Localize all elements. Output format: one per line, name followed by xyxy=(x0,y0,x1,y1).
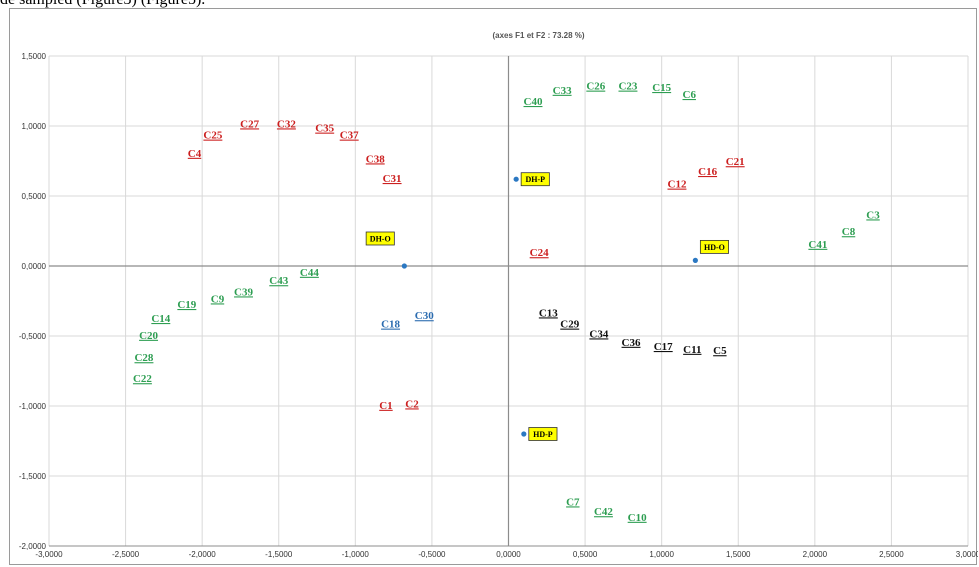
point-label-c44: C44 xyxy=(300,267,319,279)
point-label-c28: C28 xyxy=(134,352,153,364)
y-tick-label: -2,0000 xyxy=(19,542,47,551)
point-label-c20: C20 xyxy=(139,330,158,342)
point-label-c25: C25 xyxy=(203,130,222,142)
y-tick-label: -0,5000 xyxy=(19,332,47,341)
supp-point-hd-p xyxy=(521,431,527,437)
document-caption: de sampled (Figure3) (Figure5). xyxy=(0,0,979,9)
x-tick-label: 0,5000 xyxy=(573,550,598,559)
point-label-c26: C26 xyxy=(586,81,605,93)
supp-label-dh-p: DH-P xyxy=(525,175,545,184)
x-tick-label: 1,5000 xyxy=(726,550,751,559)
point-label-c16: C16 xyxy=(698,166,717,178)
point-label-c13: C13 xyxy=(539,307,558,319)
point-label-c9: C9 xyxy=(211,293,225,305)
point-label-c24: C24 xyxy=(530,247,549,259)
point-label-c30: C30 xyxy=(415,310,434,322)
point-label-c5: C5 xyxy=(713,345,727,357)
supp-label-box xyxy=(699,239,729,254)
y-tick-label: 1,0000 xyxy=(22,122,47,131)
supp-point-dh-o xyxy=(401,263,407,269)
supp-label-box xyxy=(520,172,550,187)
supplementary-points: DH-P DH-O HD-O HD-P xyxy=(365,172,729,441)
point-label-c27: C27 xyxy=(240,118,259,130)
x-tick-label: -3,0000 xyxy=(35,550,63,559)
supp-label-hd-o: HD-O xyxy=(704,243,725,252)
point-label-c12: C12 xyxy=(668,179,687,191)
point-label-c32: C32 xyxy=(277,118,296,130)
point-label-c23: C23 xyxy=(618,81,637,93)
supp-point-dh-p xyxy=(513,176,519,182)
point-label-c31: C31 xyxy=(383,173,402,185)
x-tick-label: 2,5000 xyxy=(879,550,904,559)
chart-frame: -3,0000 -2,5000 -2,0000 -1,5000 -1,0000 -0,50… xyxy=(9,8,978,565)
supp-label-box xyxy=(365,231,395,246)
point-label-c29: C29 xyxy=(560,319,579,331)
x-tick-label: 0,0000 xyxy=(496,550,521,559)
supp-label-hd-p: HD-P xyxy=(533,430,553,439)
x-tick-label: -1,5000 xyxy=(265,550,293,559)
axes xyxy=(49,56,968,547)
point-label-c36: C36 xyxy=(622,337,641,349)
y-tick-label: 1,5000 xyxy=(22,52,47,61)
point-label-c17: C17 xyxy=(654,341,673,353)
point-label-c11: C11 xyxy=(683,344,701,356)
x-tick-label: 3,0000 xyxy=(956,550,978,559)
point-label-c6: C6 xyxy=(683,89,697,101)
point-label-c43: C43 xyxy=(269,275,288,287)
y-tick-label: -1,0000 xyxy=(19,402,47,411)
y-tick-label: -1,5000 xyxy=(19,472,47,481)
point-label-c42: C42 xyxy=(594,506,613,518)
tick-labels: -3,0000 -2,5000 -2,0000 -1,5000 -1,0000 -0,50… xyxy=(19,52,978,559)
point-label-c15: C15 xyxy=(652,82,671,94)
point-label-c41: C41 xyxy=(808,239,827,251)
scatter-chart: -3,0000 -2,5000 -2,0000 -1,5000 -1,0000 -0,50… xyxy=(19,31,978,559)
point-label-c22: C22 xyxy=(133,373,152,385)
point-label-c21: C21 xyxy=(726,156,745,168)
chart-title: (axes F1 et F2 : 73.28 %) xyxy=(492,31,584,40)
point-label-c18: C18 xyxy=(381,319,400,331)
observation-labels: C40 C33 C26 C23 C15 C6 C3 C8 C41 C44 C43 C39 C9 C19 C1… xyxy=(133,81,880,524)
x-tick-label: -0,5000 xyxy=(418,550,446,559)
point-label-c38: C38 xyxy=(366,153,385,165)
x-tick-label: -1,0000 xyxy=(342,550,370,559)
x-tick-label: 1,0000 xyxy=(649,550,674,559)
point-label-c8: C8 xyxy=(842,226,856,238)
x-tick-label: -2,0000 xyxy=(189,550,217,559)
point-label-c1: C1 xyxy=(379,400,392,412)
point-label-c3: C3 xyxy=(866,209,880,221)
supp-label-dh-o: DH-O xyxy=(370,235,391,244)
point-label-c33: C33 xyxy=(553,85,572,97)
point-label-c39: C39 xyxy=(234,286,253,298)
y-tick-label: 0,5000 xyxy=(22,192,47,201)
x-tick-label: 2,0000 xyxy=(803,550,828,559)
point-label-c19: C19 xyxy=(177,299,196,311)
point-label-c4: C4 xyxy=(188,148,202,160)
point-label-c2: C2 xyxy=(405,398,419,410)
point-label-c10: C10 xyxy=(628,512,647,524)
y-tick-label: 0,0000 xyxy=(22,262,47,271)
point-label-c40: C40 xyxy=(524,96,543,108)
x-tick-label: -2,5000 xyxy=(112,550,140,559)
point-label-c37: C37 xyxy=(340,130,359,142)
supp-point-hd-o xyxy=(692,257,698,263)
point-label-c14: C14 xyxy=(151,313,170,325)
supp-label-box xyxy=(528,427,558,441)
point-label-c34: C34 xyxy=(589,328,608,340)
point-label-c35: C35 xyxy=(315,123,334,135)
point-label-c7: C7 xyxy=(566,496,580,508)
